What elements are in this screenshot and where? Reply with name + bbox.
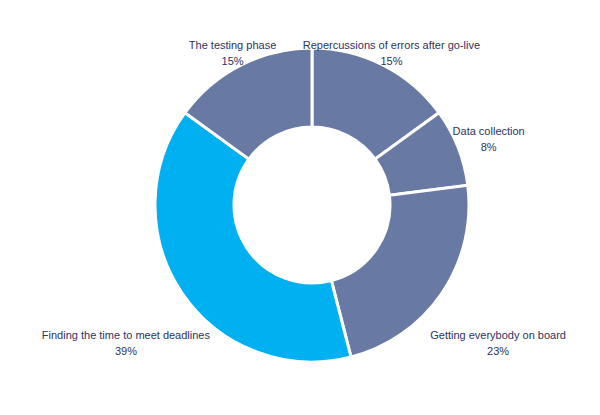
chart-container: Repercussions of errors after go-live 15%…	[0, 0, 600, 415]
chart-svg: Repercussions of errors after go-live 15%…	[0, 0, 600, 415]
slice-value-label: 39%	[115, 345, 137, 357]
slice-label: The testing phase	[189, 39, 276, 51]
slices	[155, 48, 469, 362]
slice-label: Finding the time to meet deadlines	[42, 329, 211, 341]
slice-label: Getting everybody on board	[430, 329, 566, 341]
slice-value-label: 15%	[380, 55, 402, 67]
slice-value-label: 8%	[481, 141, 497, 153]
slice-label: Repercussions of errors after go-live	[303, 39, 480, 51]
slice-value-label: 23%	[487, 345, 509, 357]
labels: Repercussions of errors after go-live 15%…	[42, 39, 566, 357]
donut-slice	[185, 48, 312, 159]
slice-label: Data collection	[453, 125, 525, 137]
slice-value-label: 15%	[222, 55, 244, 67]
